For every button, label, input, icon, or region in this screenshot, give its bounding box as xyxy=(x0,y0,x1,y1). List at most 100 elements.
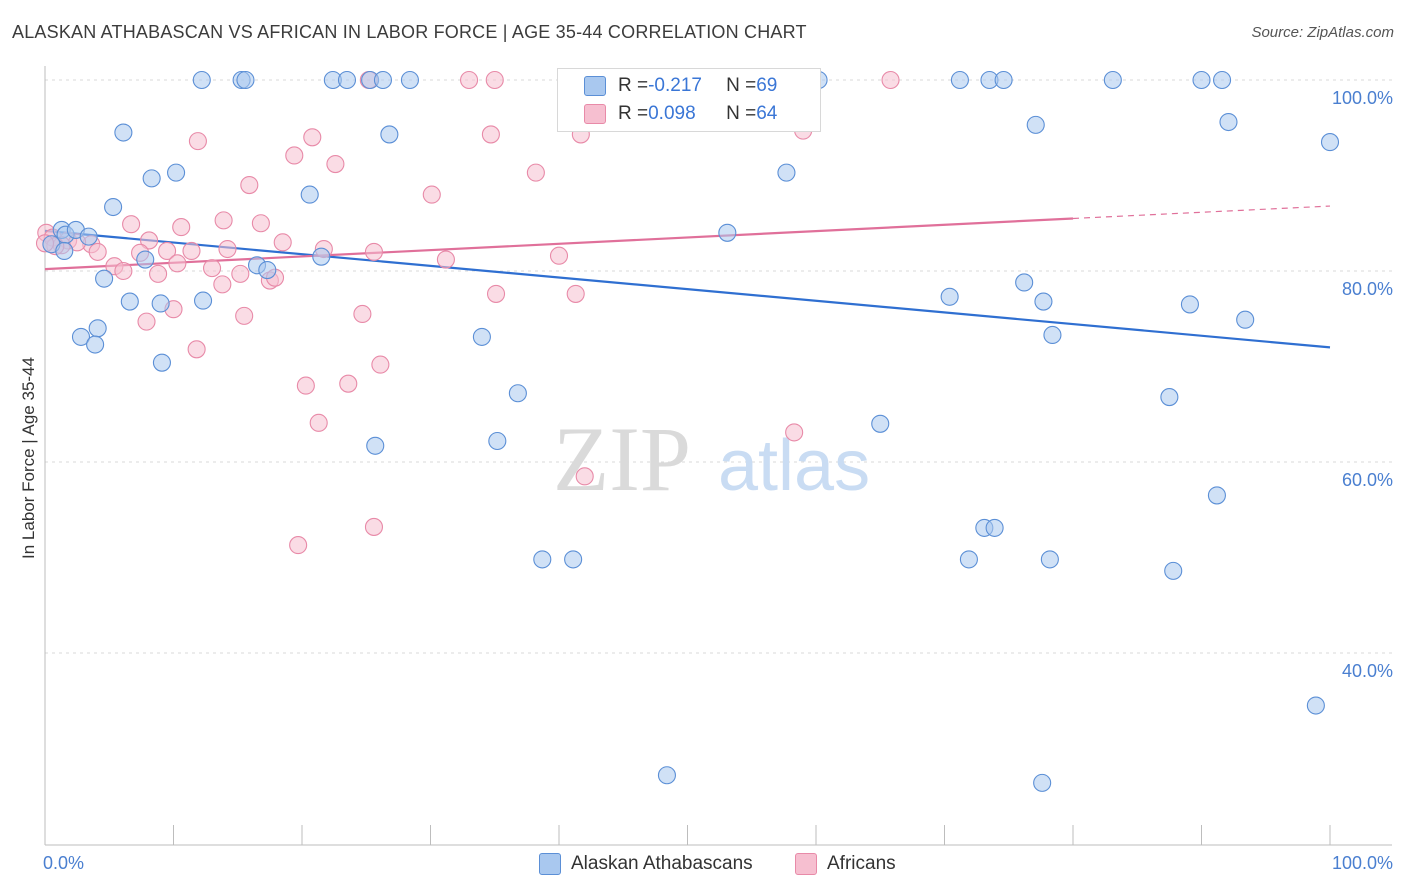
point-alaskan xyxy=(564,550,583,569)
point-alaskan xyxy=(55,241,74,260)
point-alaskan xyxy=(136,250,155,269)
point-africans xyxy=(364,517,384,536)
legend-row-africans: R = 0.098 N = 64 xyxy=(584,101,777,127)
point-africans xyxy=(309,413,328,432)
legend-n-value: 64 xyxy=(756,103,778,124)
bottom-legend-swatch-pink xyxy=(795,853,817,875)
point-alaskan xyxy=(959,550,978,569)
point-alaskan xyxy=(151,294,170,313)
point-africans xyxy=(881,70,900,90)
y-tick-label: 80.0% xyxy=(1342,279,1393,299)
point-alaskan xyxy=(1040,550,1059,569)
point-alaskan xyxy=(994,70,1013,90)
point-alaskan xyxy=(152,353,171,372)
point-africans xyxy=(339,374,358,393)
point-africans xyxy=(214,211,233,230)
point-alaskan xyxy=(1320,133,1340,152)
point-alaskan xyxy=(488,431,507,451)
point-africans xyxy=(364,242,384,261)
point-africans xyxy=(251,214,270,233)
point-alaskan xyxy=(1236,310,1255,329)
point-africans xyxy=(486,284,506,303)
point-alaskan xyxy=(1160,388,1179,407)
legend-swatch-blue xyxy=(584,76,606,96)
point-africans xyxy=(575,467,594,486)
point-africans xyxy=(436,250,455,269)
point-alaskan xyxy=(950,70,969,90)
point-africans xyxy=(566,284,585,303)
legend-n-label: N = xyxy=(726,75,757,96)
x-tick-label: 100.0% xyxy=(1332,853,1393,873)
y-tick-label: 40.0% xyxy=(1342,661,1393,681)
y-tick-label: 60.0% xyxy=(1342,470,1393,490)
point-alaskan xyxy=(312,247,331,266)
point-africans xyxy=(149,264,168,283)
point-africans xyxy=(172,218,191,237)
point-africans xyxy=(122,215,141,234)
point-alaskan xyxy=(1180,295,1199,314)
x-tick-labels: 0.0% 100.0% xyxy=(43,853,1393,873)
point-africans xyxy=(485,70,504,90)
legend-n-value: 69 xyxy=(756,75,778,96)
point-africans xyxy=(114,261,133,281)
point-alaskan xyxy=(985,518,1004,537)
point-alaskan xyxy=(1192,70,1211,90)
point-africans xyxy=(285,146,304,165)
bottom-legend-alaskan[interactable]: Alaskan Athabascans xyxy=(539,852,753,876)
point-africans xyxy=(371,355,390,374)
y-tick-labels: 40.0% 60.0% 80.0% 100.0% xyxy=(1332,88,1393,681)
point-africans xyxy=(218,239,237,259)
point-africans xyxy=(240,176,259,195)
point-africans xyxy=(137,312,156,331)
point-alaskan xyxy=(300,185,319,204)
point-alaskan xyxy=(871,414,890,433)
point-alaskan xyxy=(1034,292,1053,311)
point-africans xyxy=(273,233,292,252)
point-alaskan xyxy=(86,335,105,354)
point-alaskan xyxy=(1026,115,1045,134)
point-alaskan xyxy=(258,260,277,280)
point-alaskan xyxy=(88,319,107,338)
point-alaskan xyxy=(1103,70,1122,90)
legend-swatch-pink xyxy=(584,104,606,124)
x-tick-label: 0.0% xyxy=(43,853,84,873)
watermark: ZIP atlas xyxy=(553,408,870,510)
point-alaskan xyxy=(1207,486,1226,505)
watermark-zip: ZIP xyxy=(553,408,691,510)
point-alaskan xyxy=(142,169,161,188)
legend-r-label: R = xyxy=(618,103,649,124)
legend-r-value: 0.098 xyxy=(648,103,696,124)
point-africans xyxy=(296,376,315,395)
point-alaskan xyxy=(366,436,385,455)
bottom-legend-africans[interactable]: Africans xyxy=(795,852,896,876)
source-label: Source: ZipAtlas.com xyxy=(1251,24,1394,41)
point-africans xyxy=(231,264,250,283)
point-alaskan xyxy=(167,163,186,182)
point-alaskan xyxy=(120,292,139,311)
point-alaskan xyxy=(1043,325,1062,345)
point-alaskan xyxy=(79,227,98,246)
point-alaskan xyxy=(1015,273,1034,292)
point-africans xyxy=(785,423,804,442)
point-africans xyxy=(158,241,177,260)
point-africans xyxy=(168,254,187,273)
point-africans xyxy=(188,132,207,151)
point-africans xyxy=(140,231,159,250)
point-africans xyxy=(213,275,232,294)
point-alaskan xyxy=(777,163,796,182)
point-africans xyxy=(459,70,479,90)
point-alaskan xyxy=(194,291,213,310)
series-alaskan-athabascans xyxy=(42,70,1340,792)
y-tick-label: 100.0% xyxy=(1332,88,1393,108)
bottom-legend-label-alaskan: Alaskan Athabascans xyxy=(571,853,753,874)
point-alaskan xyxy=(104,197,123,217)
trend-line-alaskan xyxy=(44,229,1331,349)
bottom-legend-label-africans: Africans xyxy=(827,853,896,874)
point-africans xyxy=(422,185,441,204)
point-africans xyxy=(289,536,308,555)
point-alaskan xyxy=(718,223,737,242)
point-alaskan xyxy=(192,70,211,90)
gridlines xyxy=(45,79,1392,654)
point-alaskan xyxy=(472,327,491,346)
